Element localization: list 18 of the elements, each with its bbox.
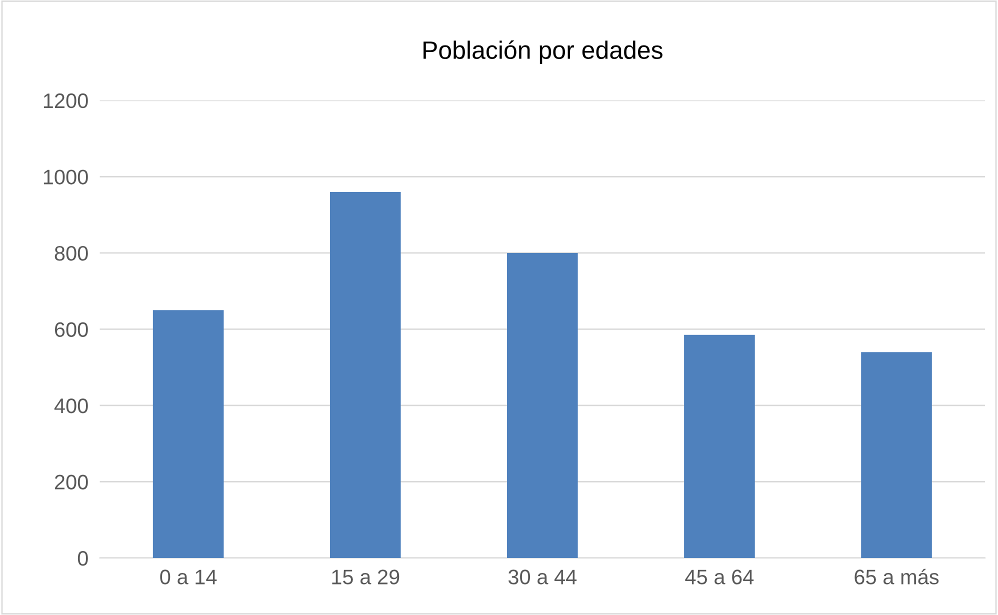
y-tick-label: 400 [54, 398, 88, 414]
x-tick-label: 30 a 44 [508, 570, 577, 584]
y-tick-label: 600 [54, 322, 88, 337]
x-tick-label: 15 a 29 [332, 570, 400, 584]
bar [330, 192, 401, 558]
y-tick-label: 1200 [44, 93, 88, 108]
y-tick-label: 1000 [44, 170, 88, 184]
bar [507, 252, 578, 558]
x-tick-label: 0 a 14 [160, 570, 217, 584]
y-tick-label: 800 [54, 246, 88, 261]
bar [861, 352, 932, 558]
y-tick-label: 200 [54, 474, 88, 490]
y-tick-label: 0 [78, 550, 88, 566]
x-tick-label: 65 a más [854, 568, 939, 584]
x-tick-label: 45 a 64 [685, 570, 754, 584]
bar [684, 334, 755, 558]
bar [152, 310, 224, 558]
chart-title: Población por edades [424, 40, 662, 64]
